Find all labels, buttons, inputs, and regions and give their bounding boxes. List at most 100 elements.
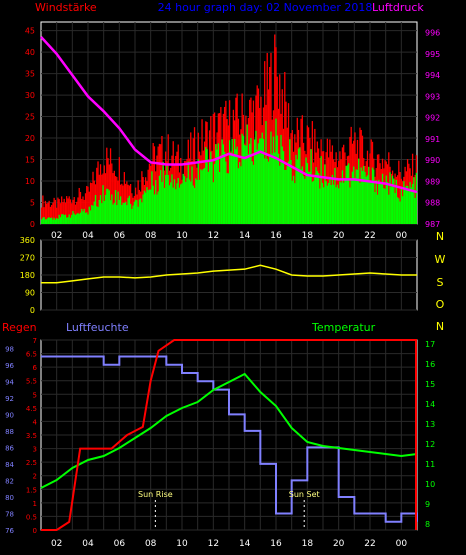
x-tick-label: 18: [302, 539, 314, 549]
wind-axis-tick: 45: [25, 27, 35, 36]
direction-axis-tick: 180: [20, 271, 35, 280]
rain-axis-tick: 2: [33, 473, 37, 481]
pressure-line: [40, 36, 418, 194]
temperature-axis-tick: 15: [425, 380, 435, 389]
humidity-axis-tick: 90: [5, 411, 14, 419]
temperature-axis-tick: 11: [425, 460, 435, 469]
rain-axis-tick: 0.5: [26, 513, 37, 521]
x-tick-label: 16: [270, 539, 282, 549]
rain-axis-tick: 4.5: [26, 405, 37, 413]
x-tick-label: 04: [82, 539, 94, 549]
direction-compass-label: N: [436, 230, 444, 243]
temperature-axis-tick: 17: [425, 340, 435, 349]
x-tick-label: 16: [270, 231, 282, 241]
temperature-title: Temperatur: [311, 321, 376, 334]
wind-axis-tick: 25: [25, 113, 35, 122]
rain-line: [41, 339, 417, 531]
wind-axis-tick: 0: [30, 220, 35, 229]
humidity-axis-tick: 98: [5, 345, 14, 353]
x-tick-label: 00: [396, 539, 408, 549]
wind-axis-tick: 10: [25, 177, 35, 186]
humidity-axis-tick: 88: [5, 428, 14, 436]
pressure-axis-tick: 987: [425, 220, 440, 229]
pressure-axis-tick: 993: [425, 92, 440, 101]
rain-axis-tick: 2.5: [26, 459, 37, 467]
x-tick-label: 14: [239, 539, 251, 549]
rain-axis-tick: 3.5: [26, 432, 37, 440]
x-tick-label: 20: [333, 231, 345, 241]
sun-marker-label: Sun Rise: [138, 490, 173, 499]
rain-axis-tick: 6: [33, 364, 38, 372]
x-tick-label: 08: [145, 231, 157, 241]
humidity-axis-tick: 78: [5, 510, 14, 518]
direction-axis-tick: 360: [20, 236, 35, 245]
x-tick-label: 08: [145, 539, 157, 549]
x-tick-label: 22: [364, 539, 375, 549]
pressure-axis-tick: 988: [425, 199, 440, 208]
x-tick-label: 10: [176, 539, 188, 549]
x-tick-label: 18: [302, 231, 314, 241]
rain-axis-tick: 5: [33, 391, 37, 399]
x-tick-label: 12: [208, 231, 219, 241]
temperature-axis-tick: 14: [425, 400, 435, 409]
wind-direction-line: [41, 264, 417, 284]
direction-axis-tick: 270: [20, 254, 35, 263]
pressure-axis-tick: 992: [425, 114, 440, 123]
x-tick-label: 10: [176, 231, 188, 241]
x-tick-label: 06: [114, 231, 126, 241]
rain-title: Regen: [2, 321, 37, 334]
humidity-axis-tick: 82: [5, 477, 14, 485]
temperature-axis-tick: 9: [425, 500, 430, 509]
chart-marks: [40, 34, 418, 531]
temperature-axis-tick: 8: [425, 520, 430, 529]
sun-marker-label: Sun Set: [289, 490, 320, 499]
pressure-axis-tick: 990: [425, 156, 440, 165]
grid-lines: [41, 22, 417, 531]
temperature-axis-tick: 12: [425, 440, 435, 449]
rain-axis-tick: 3: [33, 446, 37, 454]
wind-axis-tick: 15: [25, 156, 35, 165]
rain-axis-tick: 5.5: [26, 378, 37, 386]
pressure-axis-tick: 991: [425, 135, 440, 144]
humidity-title: Luftfeuchte: [66, 321, 129, 334]
x-tick-label: 20: [333, 539, 345, 549]
wind-title: Windstärke: [35, 1, 97, 14]
x-tick-label: 04: [82, 231, 94, 241]
direction-compass-label: W: [435, 253, 446, 266]
humidity-axis-tick: 80: [5, 494, 14, 502]
pressure-axis-tick: 996: [425, 29, 440, 38]
humidity-axis-tick: 76: [5, 527, 14, 535]
humidity-axis-tick: 86: [5, 444, 14, 452]
pressure-axis-tick: 994: [425, 71, 440, 80]
humidity-line: [41, 355, 418, 523]
pressure-axis-tick: 995: [425, 50, 440, 59]
wind-axis-tick: 5: [30, 199, 35, 208]
direction-compass-label: N: [436, 320, 444, 333]
direction-compass-label: S: [437, 276, 444, 289]
x-tick-label: 06: [114, 539, 126, 549]
direction-axis-tick: 90: [25, 289, 35, 298]
temperature-axis-tick: 16: [425, 360, 435, 369]
graph-title: 24 hour graph day: 02 November 2018: [158, 1, 373, 14]
x-tick-label: 00: [396, 231, 408, 241]
rain-axis-tick: 7: [33, 337, 37, 345]
rain-axis-tick: 6.5: [26, 351, 37, 359]
temperature-axis-tick: 10: [425, 480, 435, 489]
direction-compass-label: O: [436, 298, 445, 311]
direction-axis-tick: 0: [30, 306, 35, 315]
wind-axis-tick: 20: [25, 134, 35, 143]
wind-axis-tick: 30: [25, 91, 35, 100]
rain-axis-tick: 1.5: [26, 486, 37, 494]
humidity-axis-tick: 84: [5, 461, 14, 469]
humidity-axis-tick: 94: [5, 378, 14, 386]
pressure-axis-tick: 989: [425, 177, 440, 186]
x-tick-label: 22: [364, 231, 375, 241]
wind-axis-tick: 40: [25, 48, 35, 57]
temperature-axis-tick: 13: [425, 420, 435, 429]
temperature-line: [40, 372, 418, 489]
x-tick-label: 12: [208, 539, 219, 549]
humidity-axis-tick: 96: [5, 362, 14, 370]
humidity-axis-tick: 92: [5, 395, 14, 403]
rain-axis-tick: 0: [33, 527, 37, 535]
